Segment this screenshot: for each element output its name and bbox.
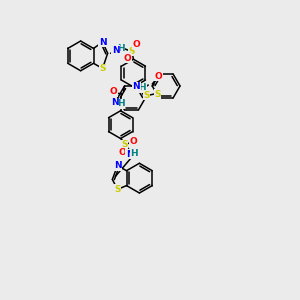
Text: N: N <box>126 150 133 159</box>
Text: N: N <box>111 98 119 107</box>
Text: O: O <box>130 137 137 146</box>
Text: H: H <box>117 44 124 53</box>
Text: S: S <box>99 64 106 73</box>
Text: O: O <box>133 40 140 49</box>
Text: N: N <box>99 38 106 46</box>
Text: S: S <box>154 89 160 98</box>
Text: S: S <box>121 140 128 149</box>
Text: H: H <box>139 83 146 92</box>
Text: O: O <box>154 72 162 81</box>
Text: O: O <box>124 54 131 63</box>
Text: N: N <box>133 82 140 91</box>
Text: N: N <box>112 46 119 55</box>
Text: S: S <box>143 91 150 100</box>
Text: S: S <box>114 185 121 194</box>
Text: H: H <box>130 149 138 158</box>
Text: N: N <box>114 161 121 170</box>
Text: O: O <box>119 148 126 157</box>
Text: O: O <box>110 87 118 96</box>
Text: H: H <box>117 99 124 108</box>
Text: S: S <box>128 47 135 56</box>
